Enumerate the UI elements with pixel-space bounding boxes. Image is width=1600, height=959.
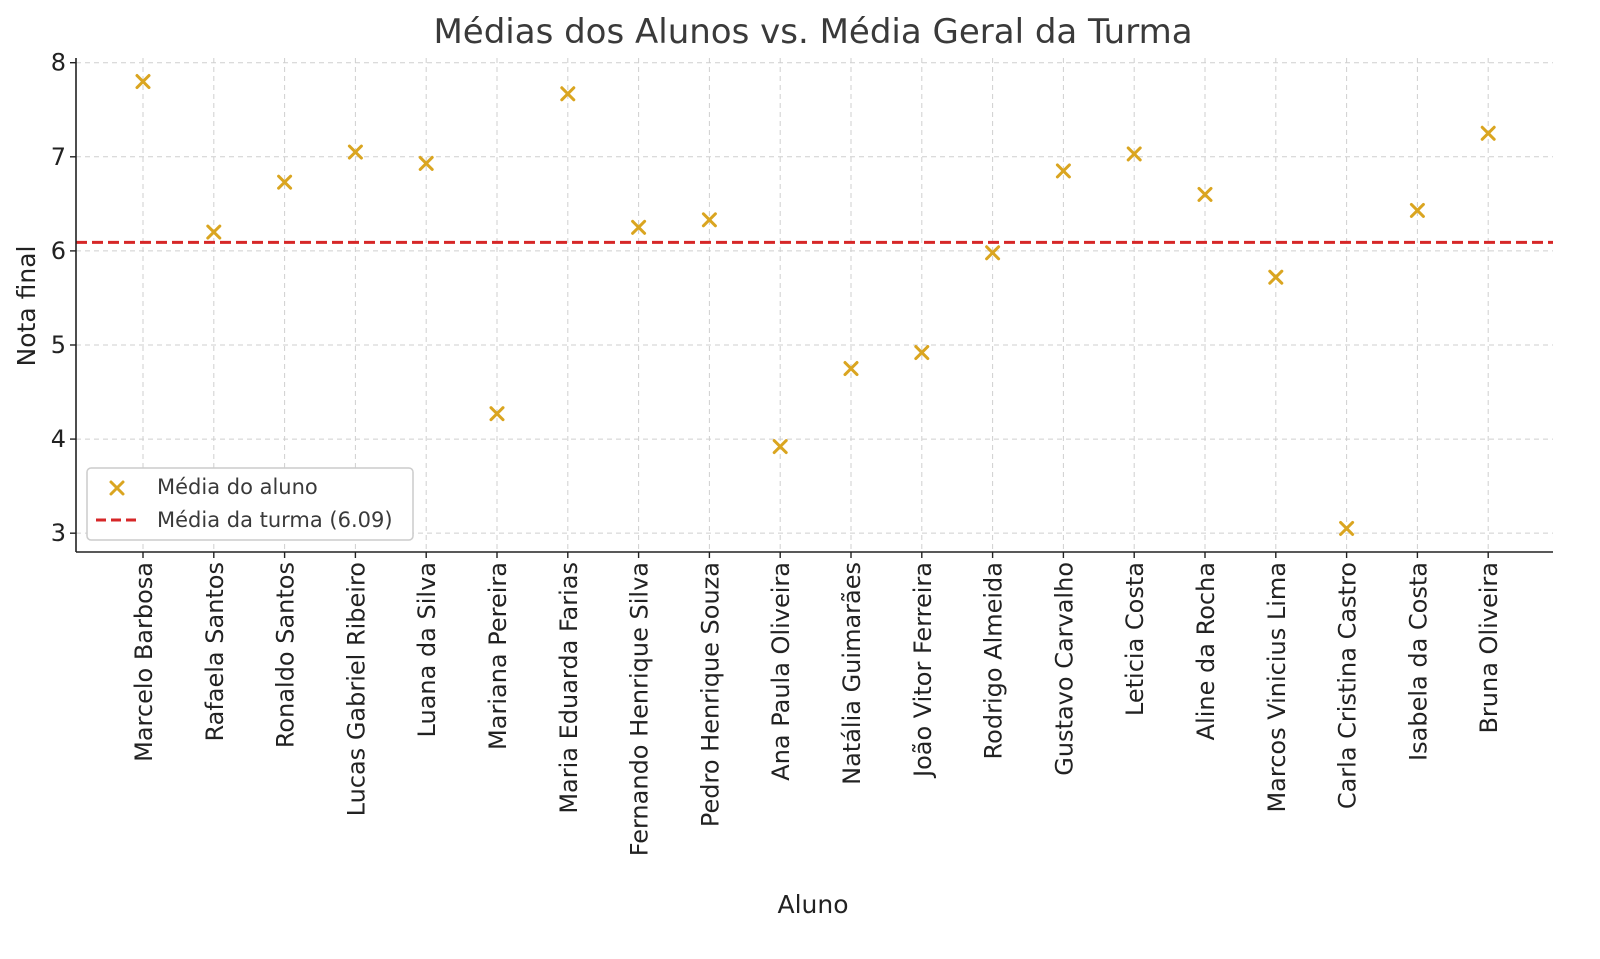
data-point [1268, 269, 1284, 285]
x-tick-labels: Marcelo Barbosa Rafaela Santos Ronaldo San… [130, 562, 1503, 856]
y-tick-label: 7 [51, 143, 66, 171]
legend: Média do aluno Média da turma (6.09) [86, 467, 414, 541]
data-point [843, 361, 859, 377]
y-tick-label: 8 [51, 49, 66, 77]
x-tick-label: Gustavo Carvalho [1050, 562, 1078, 776]
data-point [489, 406, 505, 422]
y-tick-label: 3 [51, 519, 66, 547]
x-tick-label: Rodrigo Almeida [980, 562, 1008, 759]
legend-marker-x [109, 480, 125, 496]
legend-label-class-average: Média da turma (6.09) [157, 508, 393, 532]
data-point [1409, 202, 1425, 218]
data-point [560, 86, 576, 102]
x-tick-label: Leticia Costa [1121, 562, 1149, 716]
data-point [1480, 125, 1496, 141]
legend-label-student-average: Média do aluno [157, 475, 318, 499]
data-point [135, 74, 151, 90]
y-tick-label: 4 [51, 425, 66, 453]
x-tick-label: Maria Eduarda Farias [555, 562, 583, 814]
chart-title: Médias dos Alunos vs. Média Geral da Tur… [433, 12, 1192, 52]
x-tick-label: Ronaldo Santos [272, 562, 300, 748]
legend-x-icon [109, 480, 125, 496]
data-points [135, 74, 1496, 536]
y-tick-label: 5 [51, 331, 66, 359]
data-point [277, 174, 293, 190]
data-point [701, 212, 717, 228]
x-axis-label: Aluno [777, 890, 848, 919]
grid [76, 58, 1553, 552]
data-point [772, 439, 788, 455]
y-tick-label: 6 [51, 237, 66, 265]
x-tick-label: Ana Paula Oliveira [767, 562, 795, 781]
data-point [206, 224, 222, 240]
x-tick-label: Lucas Gabriel Ribeiro [342, 562, 370, 816]
data-point [985, 245, 1001, 261]
data-point [347, 144, 363, 160]
x-tick-label: Bruna Oliveira [1475, 562, 1503, 734]
legend-box [86, 467, 414, 541]
y-tick-labels: 3 4 5 6 7 8 [51, 49, 66, 547]
x-tick-label: Luana da Silva [413, 562, 441, 737]
x-tick-label: Marcelo Barbosa [130, 562, 158, 762]
y-axis-label: Nota final [12, 246, 41, 367]
data-point [1339, 520, 1355, 536]
data-point [1055, 163, 1071, 179]
data-point [1126, 146, 1142, 162]
x-tick-label: Rafaela Santos [201, 562, 229, 742]
x-tick-label: Isabela da Costa [1404, 562, 1432, 761]
x-tick-label: João Vitor Ferreira [909, 562, 937, 779]
x-tick-label: Natália Guimarães [838, 562, 866, 785]
x-tick-label: Fernando Henrique Silva [626, 562, 654, 856]
x-tick-label: Mariana Pereira [484, 562, 512, 750]
axes [70, 58, 1553, 558]
x-tick-label: Carla Cristina Castro [1334, 562, 1362, 809]
data-point [418, 155, 434, 171]
data-point [914, 345, 930, 361]
x-tick-label: Aline da Rocha [1192, 562, 1220, 740]
data-point [631, 219, 647, 235]
data-point [1197, 186, 1213, 202]
x-tick-label: Marcos Vinicius Lima [1263, 562, 1291, 813]
x-tick-label: Pedro Henrique Souza [696, 562, 724, 827]
